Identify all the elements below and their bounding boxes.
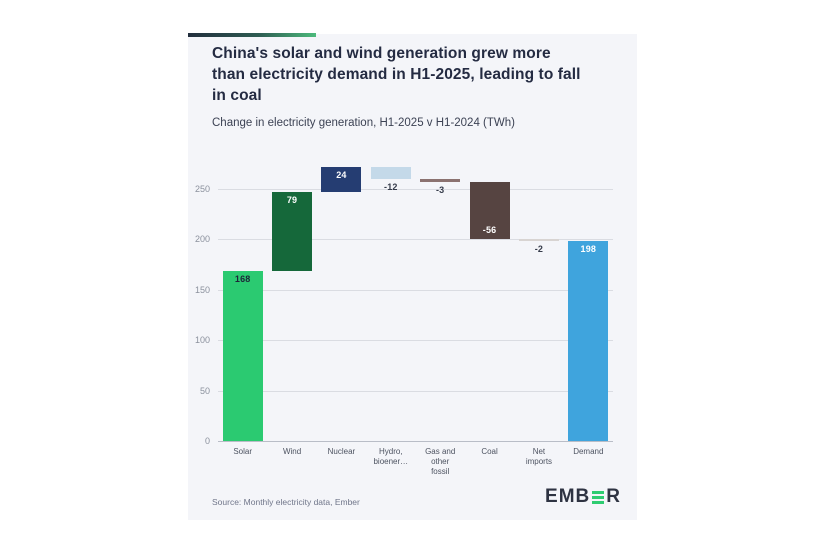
logo-text-emb: EMB — [545, 486, 591, 507]
bar-wind — [272, 191, 313, 272]
source-note: Source: Monthly electricity data, Ember — [212, 497, 360, 507]
x-axis-label-hydro-bio: Hydro, bioener… — [373, 447, 409, 466]
bar-value-gas-fossil: -3 — [435, 185, 445, 196]
logo-text-r: R — [606, 486, 621, 507]
bar-gas-fossil — [420, 179, 461, 183]
chart-card: China's solar and wind generation grew m… — [188, 33, 637, 520]
bar-coal — [469, 182, 510, 239]
y-tick-label-200: 200 — [194, 234, 210, 244]
bar-value-net-imports: -2 — [534, 244, 544, 255]
bar-value-hydro-bio: -12 — [384, 182, 398, 193]
chart-subtitle: Change in electricity generation, H1-202… — [212, 117, 515, 129]
bar-value-coal: -56 — [482, 225, 497, 235]
y-tick-label-0: 0 — [204, 436, 210, 446]
ember-logo: EMB R — [545, 486, 621, 507]
x-axis-label-net-imports: Net imports — [525, 447, 553, 466]
bar-value-nuclear: 24 — [336, 170, 347, 181]
gridline-150 — [218, 289, 613, 291]
bar-value-demand: 198 — [580, 244, 597, 255]
x-axis-label-wind: Wind — [282, 447, 302, 456]
gridline-200 — [218, 239, 613, 240]
bar-net-imports — [518, 239, 559, 242]
y-tick-label-150: 150 — [194, 284, 210, 295]
gridline-0 — [218, 441, 613, 442]
bar-nuclear — [321, 167, 362, 192]
bar-demand — [568, 241, 609, 441]
bar-value-solar: 168 — [234, 274, 251, 285]
logo-green-e-icon — [592, 490, 605, 504]
x-axis-label-nuclear: Nuclear — [327, 447, 356, 456]
y-tick-label-50: 50 — [199, 385, 210, 396]
x-axis-label-solar: Solar — [233, 447, 253, 456]
gridline-250 — [218, 188, 613, 190]
chart-title: China's solar and wind generation grew m… — [212, 45, 581, 104]
gridline-100 — [218, 340, 613, 341]
x-axis-label-gas-fossil: Gas and other fossil — [425, 447, 456, 476]
y-tick-label-250: 250 — [194, 183, 210, 194]
bar-solar — [222, 271, 263, 441]
y-tick-label-100: 100 — [194, 335, 210, 345]
x-axis-label-demand: Demand — [573, 447, 604, 456]
waterfall-chart: 0 50 100 150 200 250 168 Solar 79 Wind 24 Nuclear -1… — [188, 34, 637, 520]
bar-hydro-bio — [370, 167, 411, 180]
x-axis-label-coal: Coal — [481, 447, 498, 456]
gridline-50 — [218, 390, 613, 392]
accent-bar — [188, 33, 316, 37]
bar-value-wind: 79 — [286, 194, 298, 205]
